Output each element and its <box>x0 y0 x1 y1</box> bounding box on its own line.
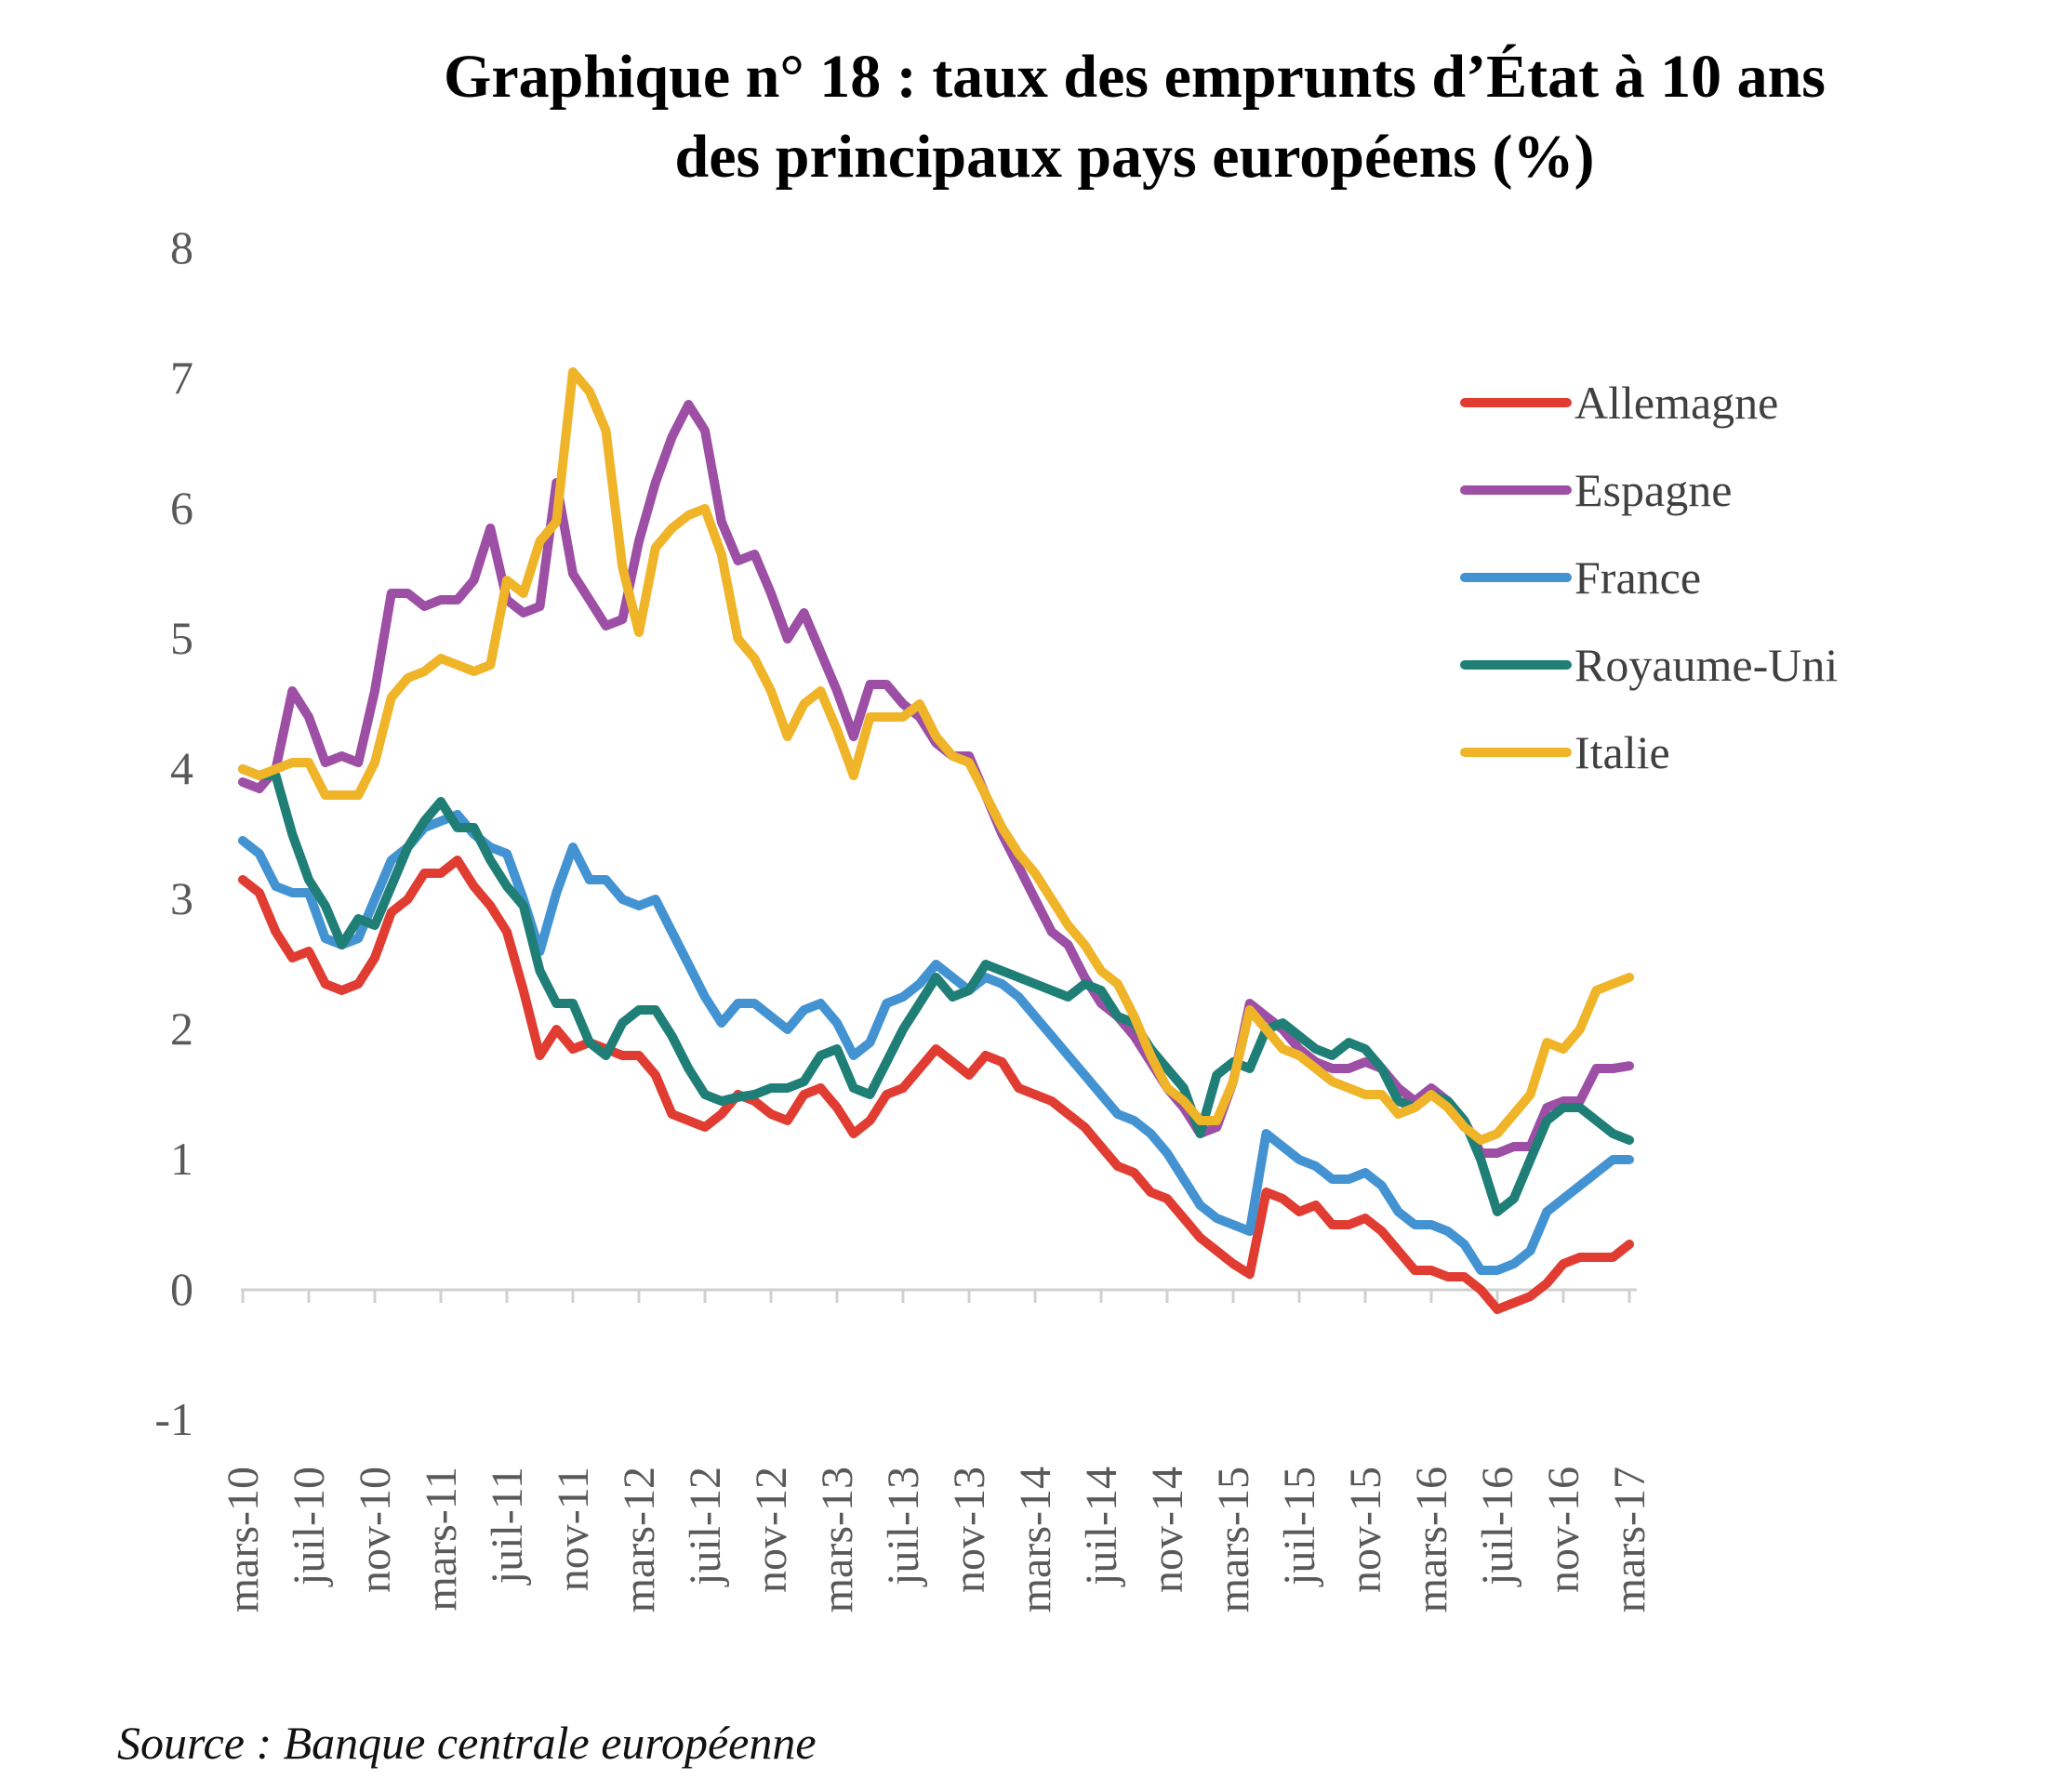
x-tick-label: juil-13 <box>879 1467 928 1587</box>
chart-title: Graphique n° 18 : taux des emprunts d’Ét… <box>316 37 1953 197</box>
x-tick-label: mars-10 <box>219 1467 268 1613</box>
y-tick-label: 6 <box>170 482 193 534</box>
legend-label: France <box>1574 551 1701 604</box>
x-tick-label: mars-11 <box>417 1467 466 1612</box>
x-tick-label: nov-11 <box>549 1467 598 1591</box>
y-tick-label: 7 <box>170 352 193 404</box>
x-tick-label: juil-16 <box>1473 1467 1522 1587</box>
x-tick-label: mars-14 <box>1011 1467 1060 1613</box>
x-tick-label: juil-14 <box>1077 1467 1126 1587</box>
source-note: Source : Banque centrale européenne <box>117 1717 817 1769</box>
x-tick-label: juil-11 <box>483 1467 532 1586</box>
x-tick-label: mars-17 <box>1605 1467 1654 1613</box>
x-tick-label: juil-12 <box>681 1467 730 1587</box>
legend-label: Espagne <box>1574 464 1732 516</box>
y-tick-label: 2 <box>170 1002 193 1055</box>
y-tick-label: 5 <box>170 612 193 664</box>
series-line-france <box>238 810 1634 1275</box>
x-tick-label: nov-13 <box>945 1467 994 1593</box>
x-tick-label: nov-12 <box>747 1467 796 1593</box>
legend-label: Allemagne <box>1574 377 1778 429</box>
series-line-italie <box>238 367 1634 1145</box>
legend-label: Italie <box>1574 726 1670 778</box>
x-tick-label: nov-16 <box>1539 1467 1588 1593</box>
series-line-espagne <box>238 400 1634 1158</box>
y-tick-label: 4 <box>170 742 193 794</box>
x-tick-label: mars-16 <box>1407 1467 1456 1613</box>
y-tick-label: 3 <box>170 872 193 924</box>
x-tick-label: mars-12 <box>615 1467 664 1613</box>
legend-label: Royaume-Uni <box>1574 639 1838 691</box>
x-tick-label: juil-10 <box>285 1467 334 1587</box>
x-tick-label: nov-14 <box>1143 1467 1192 1593</box>
x-tick-label: juil-15 <box>1275 1467 1324 1587</box>
series-line-allemagne <box>238 856 1634 1314</box>
x-tick-label: nov-10 <box>351 1467 400 1593</box>
series-line-royaume-uni <box>238 764 1634 1216</box>
chart-title-line2: des principaux pays européens (%) <box>674 123 1595 191</box>
y-tick-label: 8 <box>170 221 193 273</box>
y-tick-label: 1 <box>170 1133 193 1185</box>
x-tick-label: mars-15 <box>1209 1467 1258 1613</box>
y-tick-label: 0 <box>170 1263 193 1315</box>
x-tick-label: mars-13 <box>813 1467 862 1613</box>
y-tick-label: -1 <box>154 1393 193 1445</box>
x-tick-label: nov-15 <box>1341 1467 1390 1593</box>
chart-title-line1: Graphique n° 18 : taux des emprunts d’Ét… <box>444 43 1826 111</box>
